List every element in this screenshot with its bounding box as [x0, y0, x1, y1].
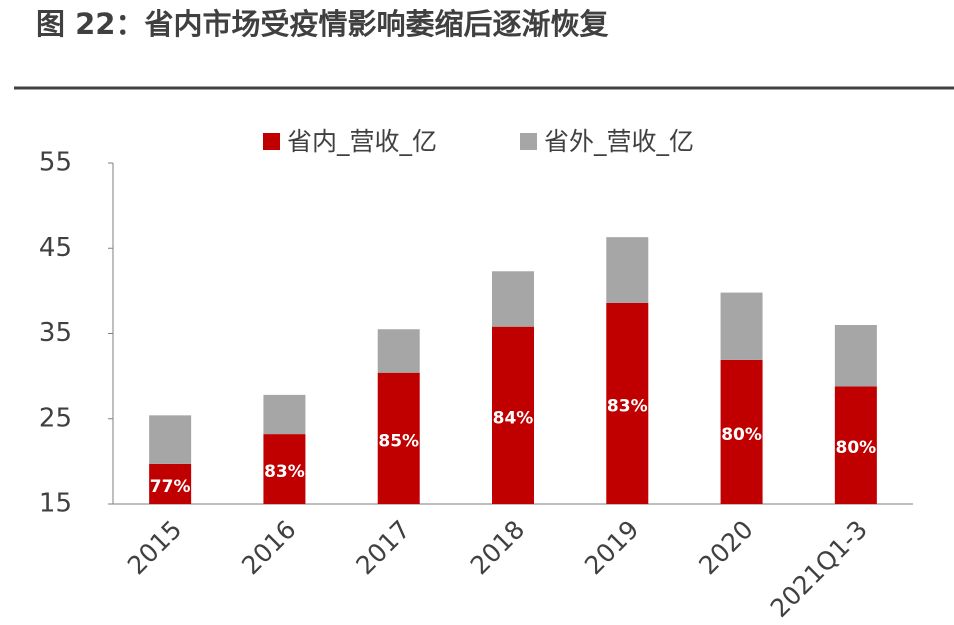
share-label: 80% — [836, 438, 877, 458]
legend-label: 省外_营收_亿 — [544, 127, 694, 156]
x-tick-label: 2015 — [122, 515, 187, 580]
bar-segment — [606, 302, 649, 504]
bar-segment — [834, 324, 877, 387]
y-tick-label: 45 — [39, 233, 72, 263]
x-tick-label: 2018 — [465, 515, 530, 580]
legend-swatch — [520, 133, 537, 150]
bar-segment — [606, 237, 649, 303]
share-label: 84% — [493, 408, 534, 428]
x-tick-label: 2021Q1-3 — [765, 515, 873, 623]
bar-segment — [377, 329, 420, 373]
share-label: 77% — [150, 477, 191, 497]
bar-segment — [263, 394, 306, 435]
bar-segment — [263, 434, 306, 504]
share-label: 80% — [721, 425, 762, 445]
bar-segment — [149, 463, 192, 504]
bar-segment — [720, 359, 763, 504]
share-label: 83% — [264, 462, 305, 482]
bar-segment — [377, 372, 420, 504]
y-tick-label: 55 — [39, 148, 72, 178]
y-tick-label: 15 — [39, 489, 72, 519]
x-tick-label: 2016 — [236, 515, 301, 580]
x-tick-label: 2020 — [693, 515, 758, 580]
x-tick-label: 2019 — [579, 515, 644, 580]
bar-segment — [492, 326, 534, 504]
chart-title: 图 22：省内市场受疫情影响萎缩后逐渐恢复 — [36, 7, 608, 41]
legend-swatch — [263, 133, 280, 150]
bar-segment — [149, 415, 192, 464]
share-label: 85% — [378, 431, 419, 451]
legend-label: 省内_营收_亿 — [287, 127, 437, 156]
y-tick-label: 25 — [39, 403, 72, 433]
x-tick-label: 2017 — [350, 515, 415, 580]
bar-segment — [834, 386, 877, 504]
bar-segment — [492, 271, 534, 327]
y-tick-label: 35 — [39, 318, 72, 348]
share-label: 83% — [607, 396, 648, 416]
bar-segment — [720, 292, 763, 360]
